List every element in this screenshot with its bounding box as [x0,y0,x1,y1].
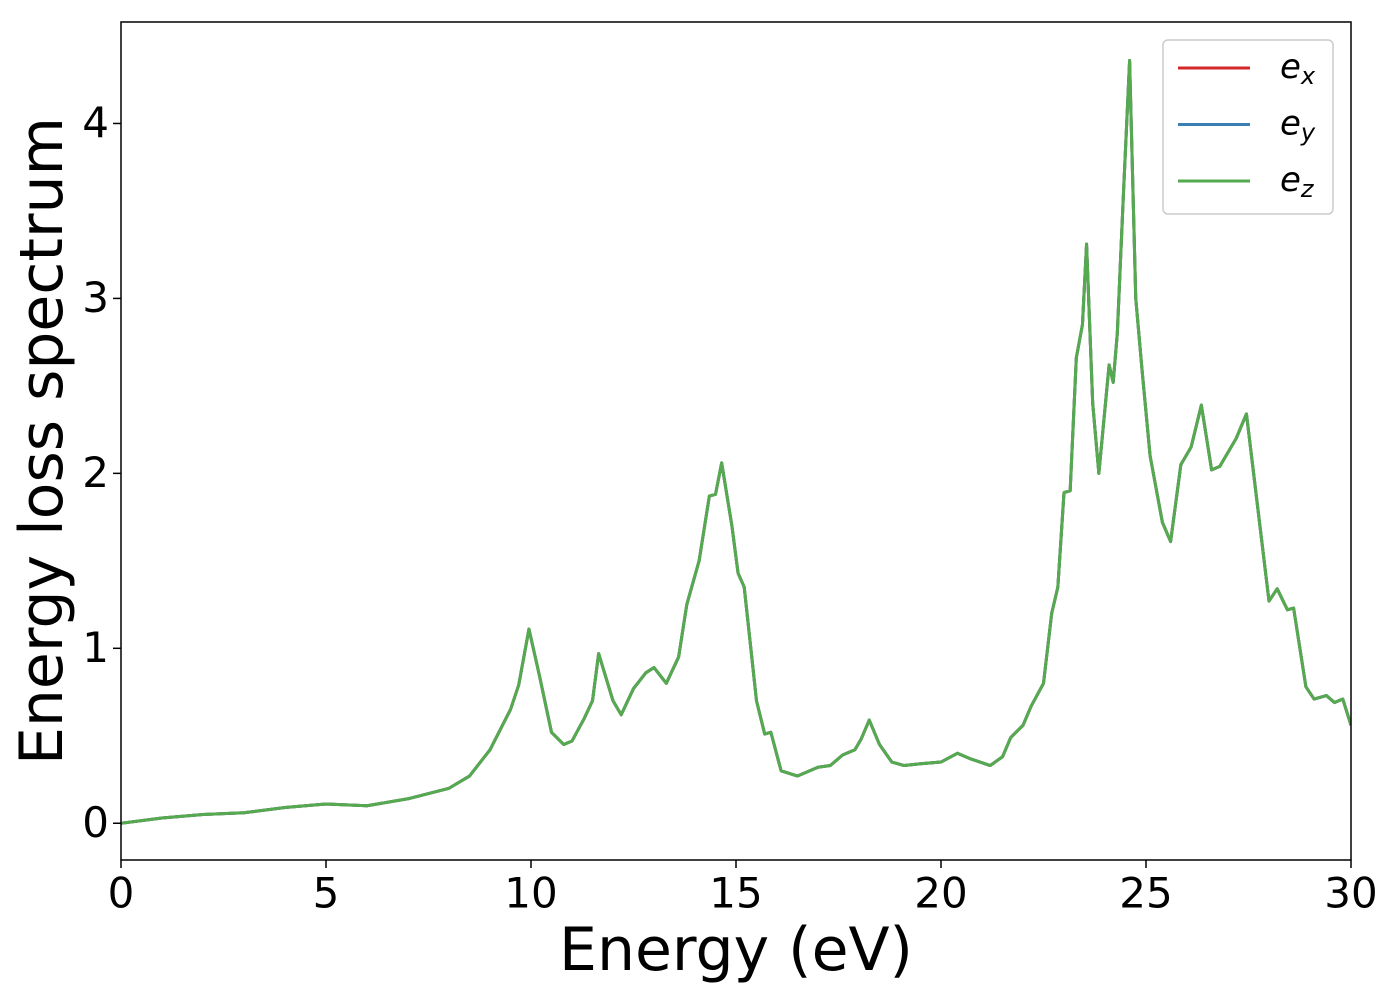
y-tick-label: 1 [82,623,109,672]
x-tick-label: 5 [313,869,340,918]
x-tick-label: 10 [504,869,557,918]
y-tick-label: 2 [82,448,109,497]
x-tick-label: 25 [1119,869,1172,918]
series-line [121,58,1351,825]
legend-box [1162,39,1334,215]
x-tick-label: 0 [108,869,135,918]
x-tick-label: 15 [709,869,762,918]
y-tick-label: 4 [82,98,109,147]
x-tick-label: 20 [914,869,967,918]
legend-label: ex [1280,47,1316,91]
y-tick-label: 3 [82,273,109,322]
plot-frame [120,21,1352,861]
legend-label: ey [1280,103,1316,147]
y-tick-label: 0 [82,798,109,847]
legend-label: ez [1280,160,1315,204]
x-tick-label: 30 [1324,869,1377,918]
y-axis-label: Energy loss spectrum [7,117,77,765]
x-axis-label: Energy (eV) [559,915,913,985]
